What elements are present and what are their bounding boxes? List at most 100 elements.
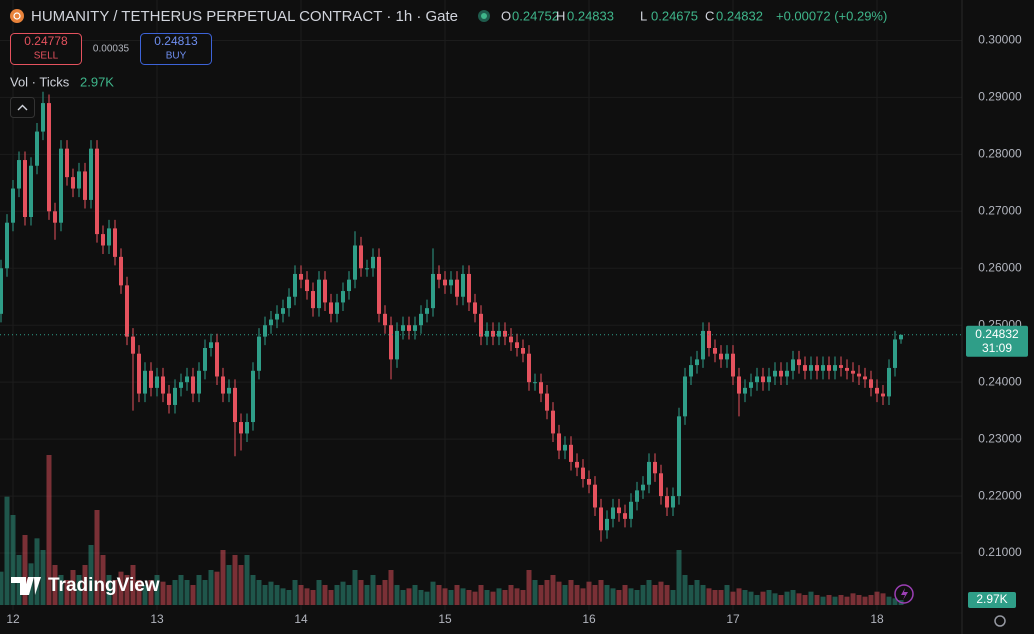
- candle-body: [227, 387, 231, 394]
- volume-bar: [490, 591, 496, 605]
- candle-body: [461, 273, 465, 297]
- settings-icon[interactable]: [994, 615, 1006, 627]
- candle-body: [467, 273, 471, 303]
- y-tick-label: 0.27000: [978, 203, 1022, 217]
- candle-body: [431, 273, 435, 309]
- candle-body: [275, 313, 279, 320]
- volume-bar: [46, 455, 52, 605]
- candle-body: [347, 279, 351, 292]
- y-tick-label: 0.23000: [978, 431, 1022, 445]
- volume-bar: [100, 555, 106, 605]
- candle-body: [395, 330, 399, 360]
- candle-body: [155, 376, 159, 388]
- volume-bar: [538, 585, 544, 605]
- volume-bar: [214, 571, 220, 605]
- candle-body: [533, 382, 537, 384]
- volume-bar: [736, 588, 742, 605]
- volume-bar: [856, 595, 862, 605]
- volume-bar: [220, 550, 226, 605]
- candle-body: [737, 376, 741, 394]
- candle-body: [179, 382, 183, 388]
- candle-body: [629, 501, 633, 519]
- candle-body: [833, 365, 837, 371]
- volume-bar: [742, 590, 748, 605]
- buy-label: BUY: [166, 51, 187, 62]
- candle-body: [29, 165, 33, 218]
- volume-bar: [208, 570, 214, 605]
- candle-body: [725, 353, 729, 360]
- volume-bar: [640, 585, 646, 605]
- candle-body: [683, 376, 687, 417]
- volume-bar: [610, 588, 616, 605]
- candle-body: [65, 148, 69, 178]
- candle-body: [215, 342, 219, 377]
- candle-body: [17, 160, 21, 189]
- volume-bar: [634, 590, 640, 605]
- candle-body: [635, 490, 639, 502]
- volume-bar: [454, 585, 460, 605]
- candle-body: [791, 359, 795, 371]
- volume-bar: [484, 590, 490, 605]
- candle-body: [695, 359, 699, 366]
- candle-body: [869, 379, 873, 388]
- volume-bar: [472, 591, 478, 605]
- candle-body: [491, 330, 495, 337]
- volume-bar: [232, 555, 238, 605]
- candle-body: [509, 336, 513, 343]
- sell-button[interactable]: [10, 33, 82, 65]
- volume-bar: [592, 585, 598, 605]
- volume-bar: [682, 575, 688, 605]
- volume-bar: [850, 593, 856, 605]
- volume-bar: [394, 585, 400, 605]
- buy-button[interactable]: [140, 33, 212, 65]
- candle-body: [149, 370, 153, 388]
- candle-body: [701, 330, 705, 360]
- ohlc-value: 0.24833: [567, 8, 614, 23]
- volume-bar: [562, 585, 568, 605]
- candle-body: [233, 387, 237, 423]
- buy-price: 0.24813: [154, 34, 198, 48]
- volume-bar: [310, 590, 316, 605]
- candle-body: [203, 348, 207, 371]
- candle-body: [41, 103, 45, 132]
- volume-legend-value: 2.97K: [80, 74, 114, 89]
- collapse-button[interactable]: [10, 97, 35, 118]
- sell-label: SELL: [34, 51, 59, 62]
- volume-bar: [676, 550, 682, 605]
- candle-body: [383, 313, 387, 326]
- volume-pane: [0, 455, 904, 605]
- candle-body: [437, 273, 441, 280]
- symbol-title[interactable]: HUMANITY / TETHERUS PERPETUAL CONTRACT ·…: [31, 8, 458, 25]
- ohlc-label: H: [556, 8, 565, 23]
- x-tick-label: 16: [582, 612, 596, 626]
- candle-body: [257, 336, 261, 371]
- candle-body: [617, 507, 621, 514]
- candle-body: [473, 302, 477, 314]
- volume-bar: [352, 570, 358, 605]
- candle-body: [197, 370, 201, 394]
- candle-body: [251, 370, 255, 423]
- candle-body: [359, 245, 363, 269]
- volume-bar: [826, 595, 832, 605]
- volume-bar: [796, 593, 802, 605]
- volume-bar: [280, 588, 286, 605]
- alert-icon[interactable]: [894, 584, 914, 604]
- candle-body: [659, 473, 663, 497]
- candle-body: [743, 387, 747, 394]
- candle-body: [593, 484, 597, 508]
- ohlc-label: C: [705, 8, 714, 23]
- volume-bar: [532, 580, 538, 605]
- candle-body: [599, 507, 603, 531]
- candle-body: [557, 433, 561, 451]
- volume-bar: [694, 580, 700, 605]
- y-tick-label: 0.29000: [978, 90, 1022, 104]
- volume-bar: [622, 585, 628, 605]
- candle-body: [377, 256, 381, 314]
- candle-body: [53, 211, 57, 223]
- candle-body: [779, 370, 783, 377]
- volume-bar: [520, 590, 526, 605]
- volume-bar: [478, 585, 484, 605]
- change: +0.00072 (+0.29%): [776, 8, 887, 23]
- candle-body: [527, 353, 531, 383]
